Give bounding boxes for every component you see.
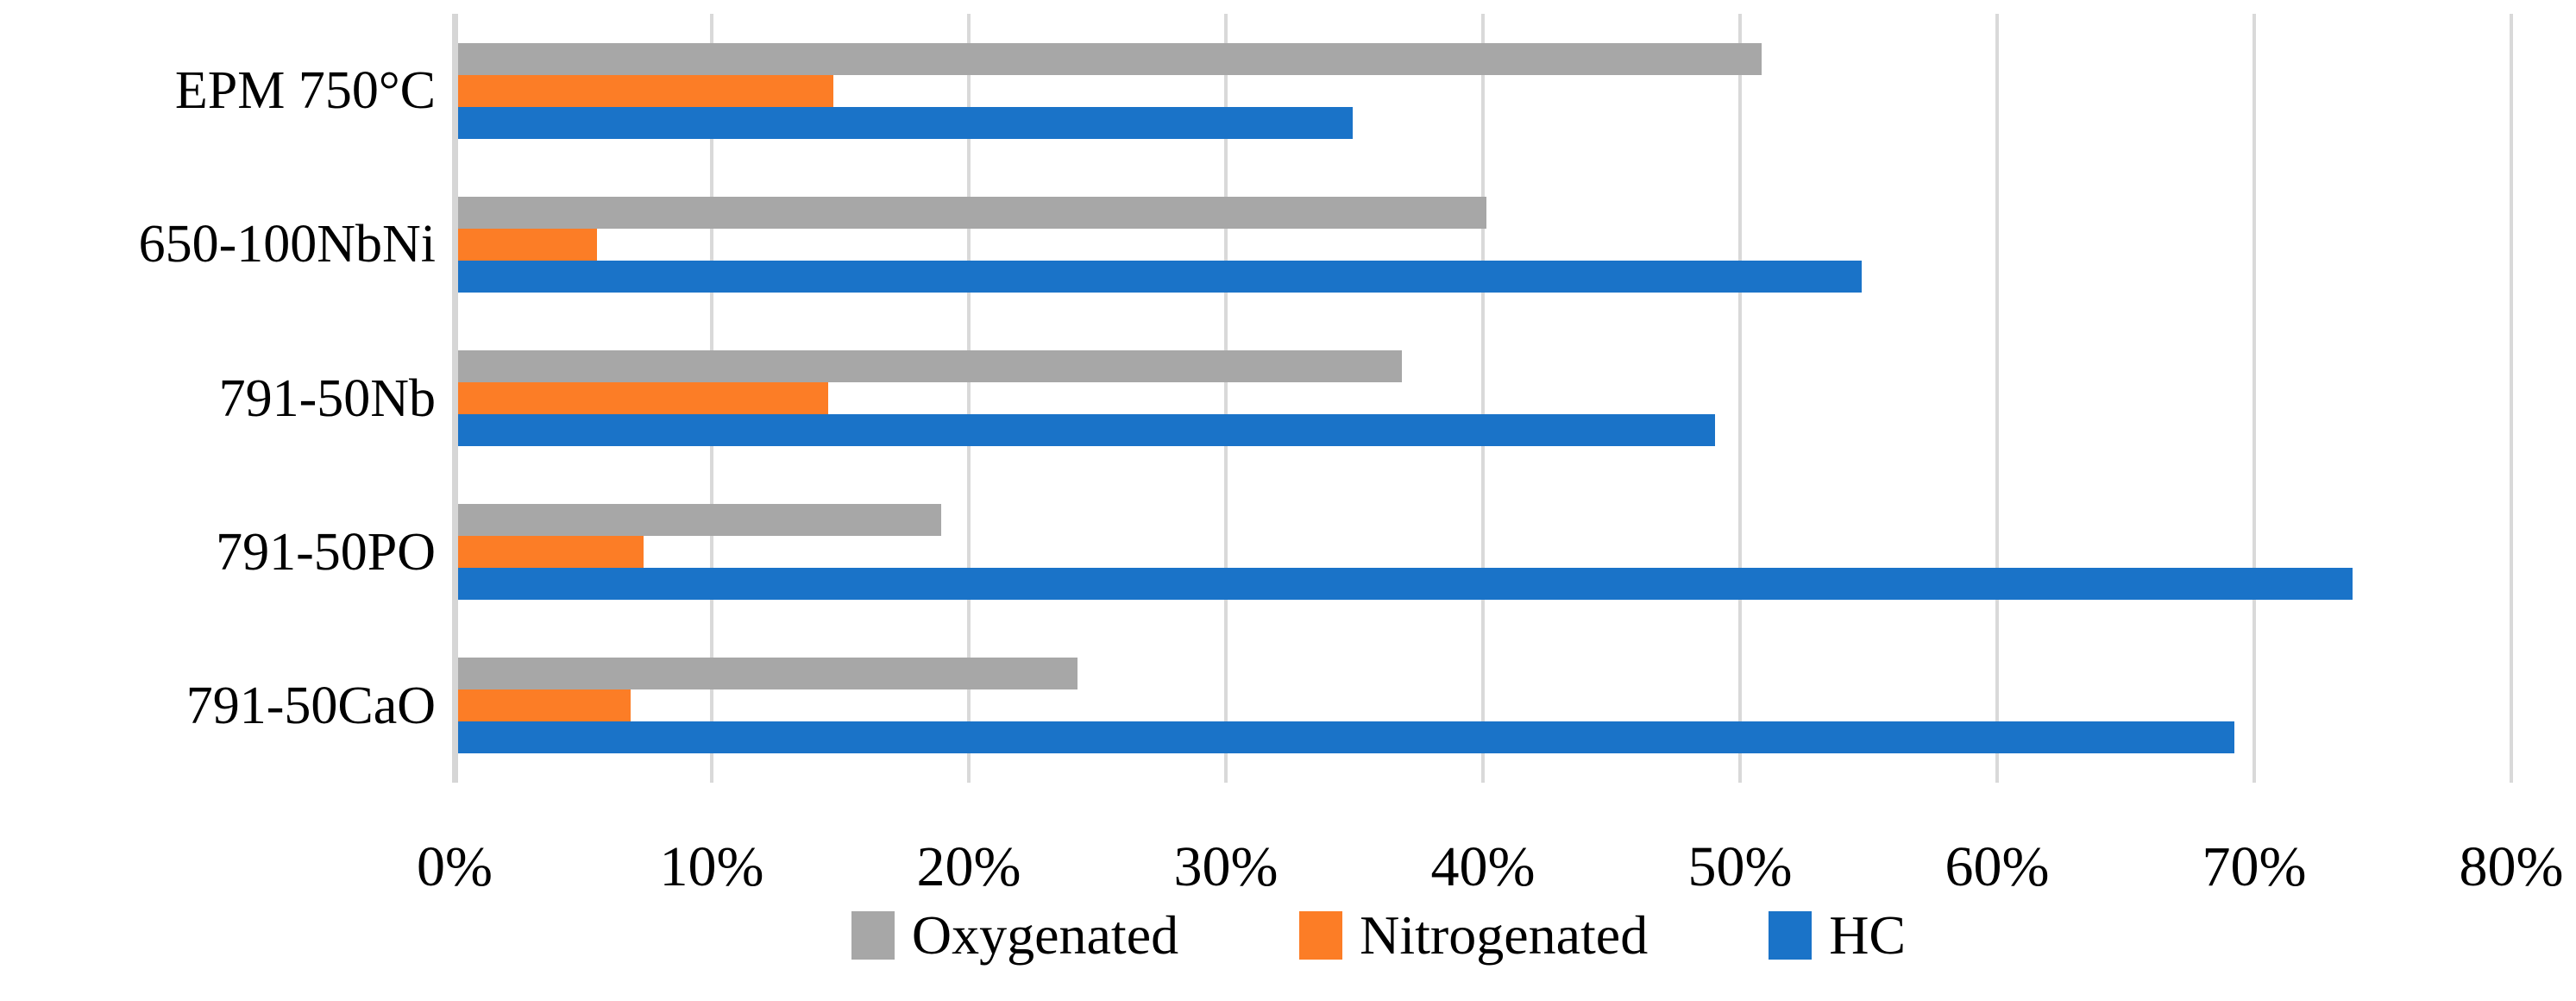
bar-nitrogenated-791-50cao: [458, 689, 631, 722]
gridline-30: [1224, 14, 1228, 783]
bar-hc-791-50cao: [458, 721, 2235, 754]
x-tick-label-60: 60%: [1945, 835, 2050, 898]
gridline-50: [1738, 14, 1742, 783]
x-tick-label-20: 20%: [916, 835, 1021, 898]
bar-hc-791-50po: [458, 568, 2353, 601]
x-tick-label-80: 80%: [2459, 835, 2564, 898]
legend-swatch-oxygenated: [851, 911, 895, 960]
bar-oxygenated-791-50cao: [458, 658, 1078, 690]
legend-swatch-nitrogenated: [1299, 911, 1343, 960]
x-tick-label-50: 50%: [1687, 835, 1793, 898]
legend-item-hc: HC: [1769, 908, 1906, 963]
bar-oxygenated-791-50po: [458, 504, 942, 537]
x-tick-label-10: 10%: [659, 835, 764, 898]
x-tick-label-30: 30%: [1173, 835, 1279, 898]
bar-oxygenated-epm-750-c: [458, 42, 1762, 75]
bar-oxygenated-791-50nb: [458, 350, 1402, 382]
x-tick-label-40: 40%: [1430, 835, 1536, 898]
legend-label-hc: HC: [1829, 904, 1907, 966]
x-tick-label-70: 70%: [2202, 835, 2307, 898]
bar-nitrogenated-791-50po: [458, 536, 644, 569]
gridline-40: [1481, 14, 1485, 783]
gridline-60: [1995, 14, 1999, 783]
category-label-791-50po: 791-50PO: [216, 522, 436, 582]
bar-nitrogenated-650-100nbni: [458, 228, 597, 261]
legend-label-nitrogenated: Nitrogenated: [1360, 904, 1649, 966]
plot-area: [451, 14, 2513, 783]
gridline-80: [2510, 14, 2513, 783]
bar-hc-epm-750-c: [458, 106, 1354, 139]
bar-hc-650-100nbni: [458, 260, 1863, 293]
bar-nitrogenated-epm-750-c: [458, 74, 834, 107]
legend-label-oxygenated: Oxygenated: [911, 904, 1179, 966]
bar-hc-791-50nb: [458, 414, 1716, 446]
bar-nitrogenated-791-50nb: [458, 382, 829, 414]
legend-swatch-hc: [1769, 911, 1813, 960]
legend: Oxygenated Nitrogenated HC: [91, 908, 2576, 963]
category-label-650-100nbni: 650-100NbNi: [138, 215, 436, 274]
gridline-70: [2252, 14, 2256, 783]
category-label-epm-750-c: EPM 750°C: [174, 61, 436, 121]
category-label-791-50cao: 791-50CaO: [185, 676, 436, 735]
legend-item-nitrogenated: Nitrogenated: [1299, 908, 1648, 963]
legend-item-oxygenated: Oxygenated: [851, 908, 1178, 963]
axis-line-zero: [451, 14, 458, 783]
x-tick-label-0: 0%: [417, 835, 493, 898]
bar-oxygenated-650-100nbni: [458, 196, 1486, 229]
category-label-791-50nb: 791-50Nb: [218, 368, 436, 428]
gridline-20: [967, 14, 971, 783]
